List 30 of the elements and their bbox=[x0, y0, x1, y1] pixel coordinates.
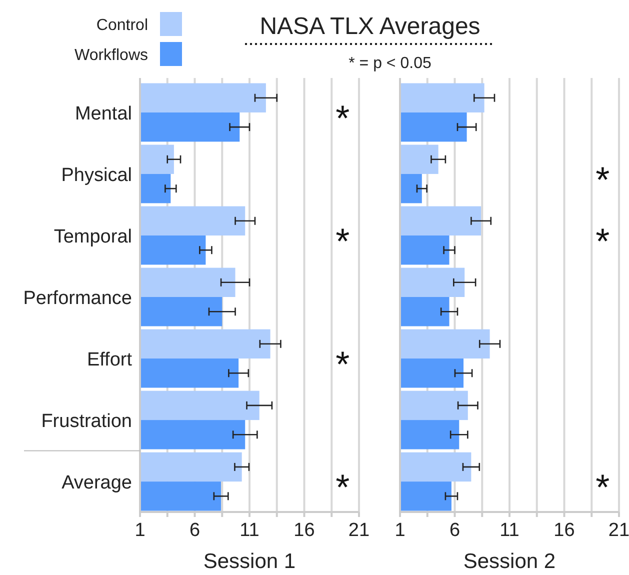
annotation: * bbox=[596, 466, 610, 508]
x-tick-label: 21 bbox=[348, 520, 370, 541]
x-tick-label: 6 bbox=[449, 520, 460, 541]
x-tick-label: 11 bbox=[500, 520, 520, 541]
x-axis-title: Session 1 bbox=[203, 550, 296, 573]
x-tick-label: 11 bbox=[240, 520, 260, 541]
x-tick-label: 1 bbox=[394, 520, 406, 541]
annotation: * bbox=[336, 220, 350, 262]
annotation: * bbox=[596, 220, 610, 262]
y-tick-label: Effort bbox=[86, 350, 133, 371]
text: * = p < 0.05 bbox=[348, 55, 432, 72]
y-tick-label: Temporal bbox=[54, 226, 132, 248]
y-tick-label: Frustration bbox=[41, 411, 132, 432]
annotation: * bbox=[336, 344, 350, 385]
x-axis-title: Session 2 bbox=[463, 550, 556, 573]
x-tick-label: 21 bbox=[608, 520, 629, 541]
annotation: * bbox=[596, 158, 610, 200]
annotation: * bbox=[336, 466, 350, 508]
y-tick-label: Mental bbox=[74, 103, 132, 124]
legend-label: Workflows bbox=[74, 47, 148, 64]
chart-title: NASA TLX Averages bbox=[260, 13, 480, 40]
x-tick-label: 16 bbox=[554, 520, 575, 541]
x-tick-label: 1 bbox=[134, 520, 146, 541]
y-tick-label: Average bbox=[62, 472, 132, 494]
x-tick-label: 16 bbox=[294, 520, 315, 541]
legend-label: Control bbox=[96, 17, 148, 34]
y-tick-label: Performance bbox=[23, 288, 132, 309]
y-tick-label: Physical bbox=[61, 164, 132, 186]
annotation: * bbox=[336, 97, 350, 138]
x-tick-label: 6 bbox=[189, 520, 200, 541]
